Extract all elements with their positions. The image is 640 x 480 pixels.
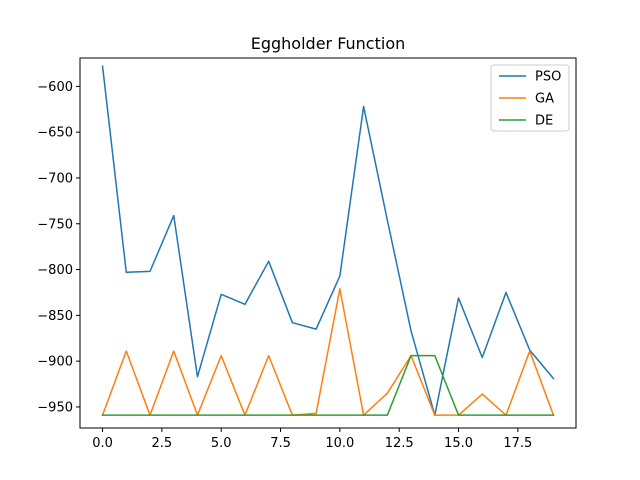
x-tick-label: 2.5 [152, 436, 173, 451]
chart-title: Eggholder Function [251, 34, 406, 53]
legend-label-pso: PSO [535, 70, 561, 85]
y-tick-label: −800 [37, 263, 73, 278]
series-line-de [101, 354, 555, 416]
series-line-pso [101, 65, 555, 416]
y-tick-label: −650 [37, 126, 73, 141]
legend-box [490, 64, 570, 132]
x-tick-label: 7.5 [270, 436, 291, 451]
y-tick-label: −900 [37, 355, 73, 370]
x-tick-label: 10.0 [325, 436, 354, 451]
x-axis: 0.0 2.5 5.0 7.5 10.0 12.5 15.0 17.5 [92, 428, 532, 451]
series-line-ga [101, 288, 555, 417]
x-tick-label: 12.5 [385, 436, 414, 451]
series-lines [101, 65, 555, 417]
y-axis: −600 −650 −700 −750 −800 −850 −900 −950 [37, 80, 80, 415]
x-tick-label: 15.0 [444, 436, 473, 451]
legend-label-ga: GA [535, 92, 554, 107]
y-tick-label: −700 [37, 171, 73, 186]
x-tick-label: 5.0 [211, 436, 232, 451]
y-tick-label: −600 [37, 80, 73, 95]
x-tick-label: 0.0 [92, 436, 113, 451]
legend: PSO GA DE [490, 64, 570, 132]
plot-frame [79, 57, 577, 429]
y-tick-label: −950 [37, 400, 73, 415]
y-tick-label: −850 [37, 309, 73, 324]
legend-label-de: DE [535, 114, 553, 129]
y-tick-label: −750 [37, 217, 73, 232]
x-tick-label: 17.5 [503, 436, 532, 451]
